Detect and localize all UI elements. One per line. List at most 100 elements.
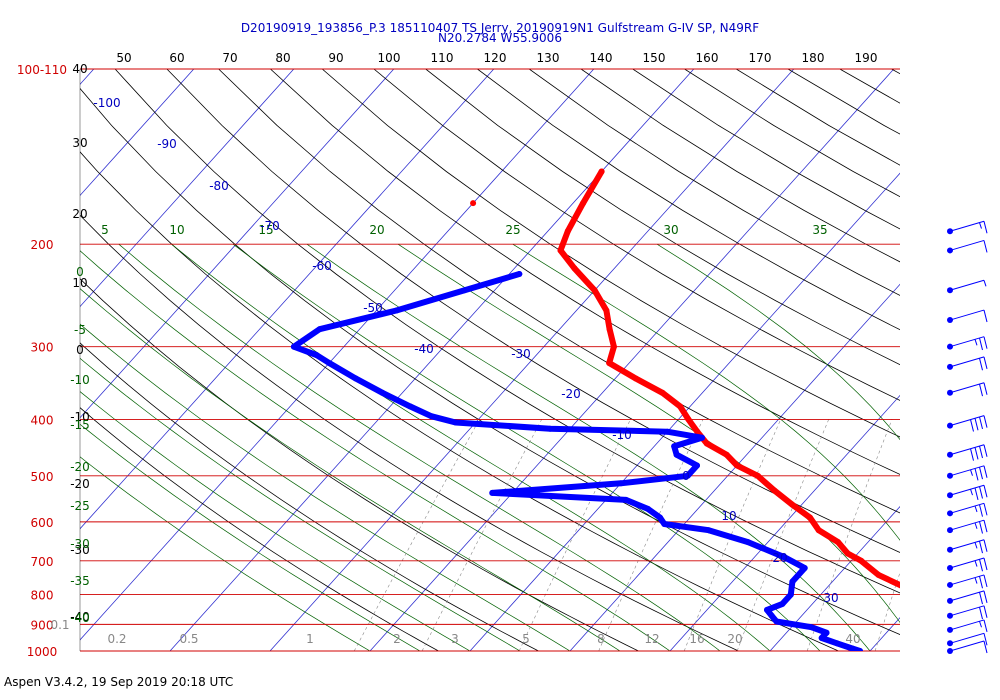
isotherm-label: -40 [414,342,434,356]
dewpoint-profile-point [773,618,780,625]
wind-barb-half-feather [970,488,973,496]
moist-adiabat-line [306,243,871,651]
temperature-profile-point [807,514,813,521]
wind-barb-feather [983,336,988,349]
moist-adiabat-line [80,323,571,651]
dry-adiabat-line [270,69,900,475]
pressure-label: 500 [31,470,54,484]
dewpoint-profile-point [764,606,770,613]
mixing-bottom-label: 8 [597,632,605,646]
pressure-label: 100-110 [17,63,67,77]
isotherm-line [269,69,795,651]
wind-barb-feather [974,447,979,460]
isotherm-label: 0 [682,469,690,483]
dry-adiabat-line [80,407,440,651]
temperature-profile-point [606,326,613,333]
moist-adiabat-line [656,243,900,441]
mixing-top-label: 25 [505,223,520,237]
temperature-profile-point [922,598,928,604]
dewpoint-profile-point [694,462,700,469]
wind-barb-staff [949,484,985,496]
dewpoint-profile-point [808,624,815,631]
mixing-top-label: 30 [663,223,678,237]
wind-barb-feather [983,574,988,588]
dry-adiabat-line [839,69,900,104]
dewpoint-profile-point [661,521,668,527]
dewpoint-profile-point [326,360,333,366]
wind-barb-feather [979,445,983,459]
dewpoint-profile-point [623,496,629,503]
dewpoint-profile-point [547,425,554,432]
wind-barb-half-feather [974,560,978,567]
temperature-profile-point [632,375,639,382]
wind-barb-feather [979,576,983,589]
wind-barb-staff [949,279,985,291]
temperature-profile-point [703,440,710,447]
pressure-label: 900 [31,618,54,632]
wind-barb-staff [949,220,985,232]
mixing-bottom-label: 16 [689,632,704,646]
wind-barb-feather [974,418,979,431]
dewpoint-profile-point [801,565,808,571]
wind-barb-feather [970,419,974,432]
pressure-label: 400 [31,413,54,427]
wind-barb-half-feather [974,339,978,346]
theta-top-label: 170 [749,51,772,65]
wind-barb-feather [979,606,983,620]
dewpoint-profile-point [849,645,856,651]
height-label: 10 [72,276,87,290]
wind-barb-staff [949,309,985,321]
wind-barb-feather [979,521,983,534]
dewpoint-profile-point [657,514,663,521]
wind-barb-half-feather [974,542,978,549]
dewpoint-profile-point [664,428,671,435]
height-label: -40 [70,610,90,624]
temperature-profile-point [677,403,684,410]
chart-title-line1: D20190919_193856_P.3 185110407 TS Jerry,… [240,21,760,35]
dewpoint-profile-point [779,600,786,607]
wind-barb-feather [970,448,974,461]
theta-top-label: 190 [855,51,878,65]
wind-barb-half-feather [983,280,987,287]
dry-adiabat-line [477,69,900,331]
mixing-bottom-label: 1 [306,632,314,646]
height-label: -30 [70,543,90,557]
wind-barb-feather [983,309,988,323]
dry-adiabat-line [735,69,900,166]
moist-adiabat-line [80,357,521,651]
temperature-profile-point [659,389,666,396]
wind-barb-feather [983,633,988,646]
dewpoint-profile-point [352,375,359,382]
temperature-profile-point [941,610,947,616]
isotherm-label: -50 [363,301,383,315]
wind-barb-feather [983,240,988,253]
isotherm-label: -100 [93,96,120,110]
dry-adiabat-line [528,69,900,296]
wind-barb-half-feather [979,222,982,229]
wind-barb-feather [983,415,988,428]
mixing-bottom-label: 12 [644,632,659,646]
dry-adiabat-line [166,69,900,553]
dewpoint-profile-point [671,443,678,450]
wind-barb-feather [983,485,988,498]
theta-top-label: 160 [696,51,719,65]
mixing-ratio-line [421,419,542,651]
dewpoint-profile-point [787,591,794,598]
wind-barb-half-feather [974,577,978,584]
temperature-profile-point [591,287,598,294]
dry-adiabat-line [80,87,900,636]
dewpoint-profile-point [781,554,788,561]
theta-top-label: 180 [802,51,825,65]
theta-top-label: 80 [275,51,290,65]
wind-barb-feather [974,487,979,500]
dry-adiabat-line [995,69,1000,663]
dewpoint-profile-point [461,287,468,294]
mixing-top-label: 35 [812,223,827,237]
moist-adiabat-label: -25 [70,499,90,513]
dry-adiabat-line [580,69,900,263]
isotherm-label: -90 [157,137,177,151]
wind-barb-half-feather [974,522,978,529]
dewpoint-profile-point [789,578,796,585]
temperature-profile-point [875,571,882,578]
isotherm-line [769,505,900,651]
